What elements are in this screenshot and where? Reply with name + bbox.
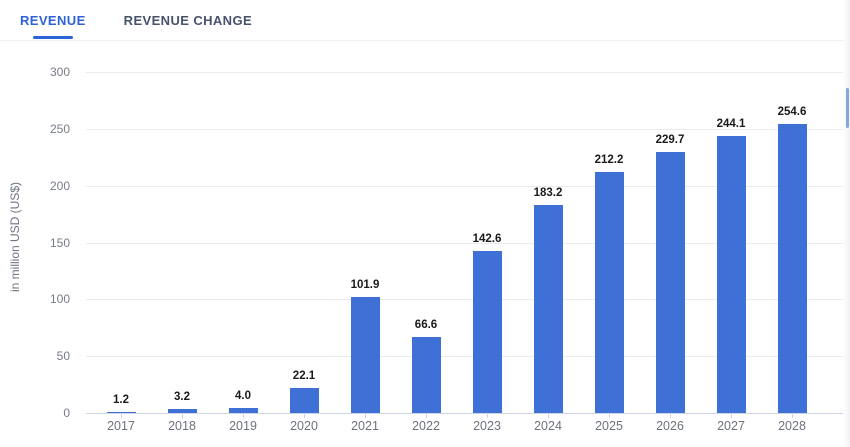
- bar-2023[interactable]: [472, 250, 502, 413]
- y-tick-label-250: 250: [49, 121, 70, 136]
- value-label-2028: 254.6: [777, 105, 807, 118]
- bar-2027[interactable]: [716, 135, 746, 413]
- bar-2018[interactable]: [167, 409, 197, 413]
- x-tick-label-2023: 2023: [473, 419, 501, 433]
- value-label-2023: 142.6: [472, 232, 502, 245]
- bar-2020[interactable]: [289, 387, 319, 413]
- value-label-2025: 212.2: [594, 153, 624, 166]
- x-tick-label-2021: 2021: [351, 419, 379, 433]
- gridline-200: [86, 185, 845, 187]
- value-label-2019: 4.0: [235, 390, 251, 403]
- x-tick-label-2028: 2028: [778, 419, 806, 433]
- x-tick-label-2019: 2019: [229, 419, 257, 433]
- bar-2021[interactable]: [350, 297, 380, 413]
- x-tick-label-2025: 2025: [595, 419, 623, 433]
- value-label-2021: 101.9: [350, 279, 380, 292]
- x-tick-2018: [182, 414, 183, 418]
- bar-2017[interactable]: [106, 411, 136, 413]
- x-tick-label-2026: 2026: [656, 419, 684, 433]
- bar-2022[interactable]: [411, 337, 441, 413]
- x-tick-2022: [426, 414, 427, 418]
- value-label-2024: 183.2: [533, 186, 563, 199]
- bar-2028[interactable]: [777, 123, 807, 413]
- y-tick-label-100: 100: [49, 292, 70, 307]
- bar-2019[interactable]: [228, 408, 258, 413]
- x-tick-label-2020: 2020: [290, 419, 318, 433]
- bar-2025[interactable]: [594, 171, 624, 413]
- value-label-2020: 22.1: [292, 369, 316, 382]
- x-tick-2025: [609, 414, 610, 418]
- x-tick-label-2018: 2018: [168, 419, 196, 433]
- gridline-250: [86, 128, 845, 130]
- y-tick-label-200: 200: [49, 178, 70, 193]
- value-label-2022: 66.6: [414, 319, 438, 332]
- x-tick-2027: [731, 414, 732, 418]
- tab-revenue[interactable]: REVENUE: [20, 0, 86, 41]
- x-tick-label-2027: 2027: [717, 419, 745, 433]
- y-tick-label-50: 50: [56, 349, 70, 364]
- gridline-50: [86, 356, 845, 358]
- x-tick-2023: [487, 414, 488, 418]
- value-label-2018: 3.2: [174, 391, 190, 404]
- tab-revenue-change[interactable]: REVENUE CHANGE: [124, 0, 252, 41]
- scrollbar-thumb[interactable]: [846, 88, 849, 128]
- bar-chart: in million USD (US$) 0 50 100 150 200 250 300 1…: [0, 41, 845, 447]
- x-tick-label-2017: 2017: [107, 419, 135, 433]
- x-tick-2024: [548, 414, 549, 418]
- y-tick-label-150: 150: [49, 235, 70, 250]
- gridline-300: [86, 72, 845, 73]
- gridline-150: [86, 242, 845, 244]
- bar-2026[interactable]: [655, 151, 685, 413]
- value-label-2027: 244.1: [716, 117, 746, 130]
- x-tick-2026: [670, 414, 671, 418]
- x-tick-label-2024: 2024: [534, 419, 562, 433]
- y-tick-label-0: 0: [63, 406, 70, 420]
- tab-revenue-label: REVENUE: [20, 12, 86, 28]
- x-tick-label-2022: 2022: [412, 419, 440, 433]
- gridline-100: [86, 299, 845, 301]
- tab-revenue-change-label: REVENUE CHANGE: [123, 12, 253, 28]
- x-tick-2021: [365, 414, 366, 418]
- scrollbar-track[interactable]: [843, 0, 850, 447]
- chart-tabbar: REVENUE REVENUE CHANGE: [0, 0, 850, 41]
- value-label-2017: 1.2: [113, 393, 129, 406]
- value-label-2026: 229.7: [655, 133, 685, 146]
- x-tick-2019: [243, 414, 244, 418]
- bar-2024[interactable]: [533, 204, 563, 413]
- x-tick-2020: [304, 414, 305, 418]
- x-tick-2017: [121, 414, 122, 418]
- x-tick-2028: [792, 414, 793, 418]
- active-tab-underline: [32, 35, 73, 39]
- gridline-0: [86, 413, 845, 414]
- y-tick-label-300: 300: [49, 65, 70, 79]
